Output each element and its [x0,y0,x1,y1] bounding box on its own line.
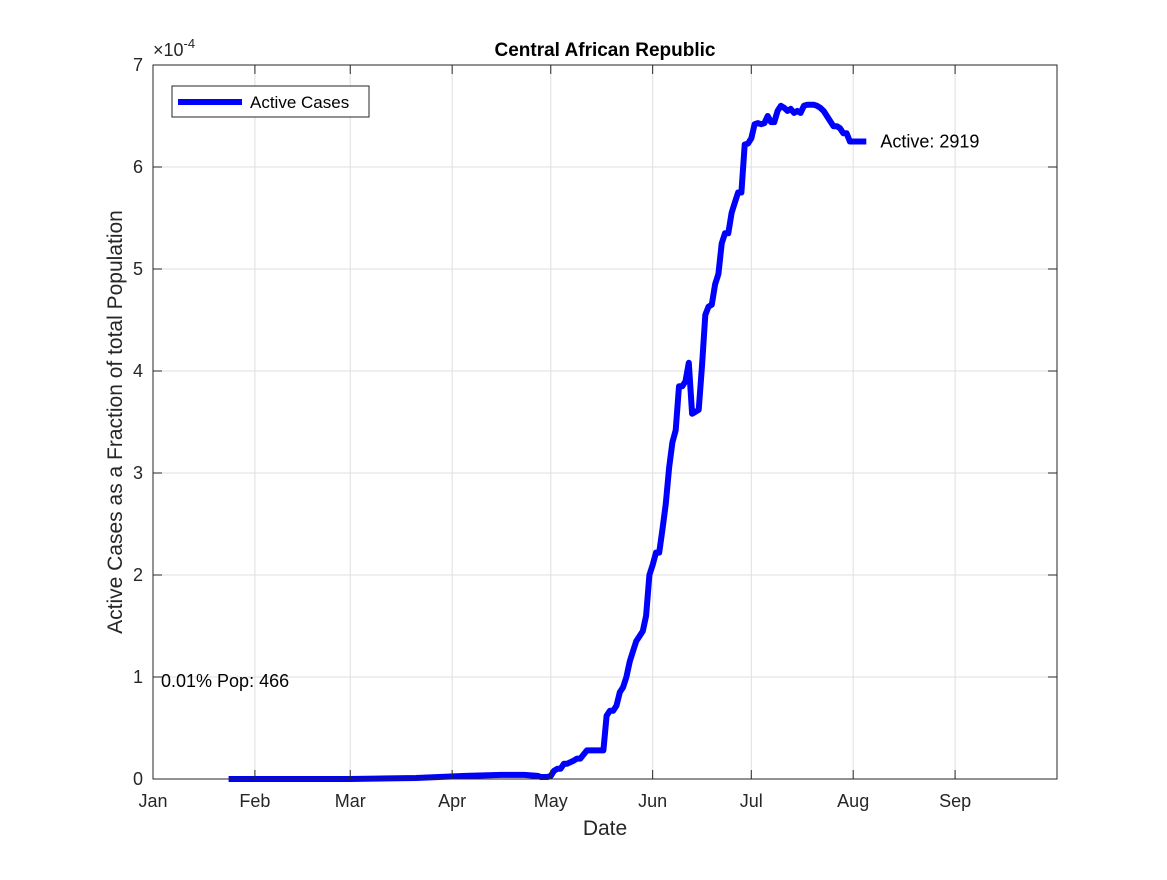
legend: Active Cases [171,85,370,118]
series-layer [228,101,867,782]
x-tick-label: Jun [638,791,667,811]
grid [152,64,1057,780]
x-tick-label: Feb [239,791,270,811]
x-tick-label: Jan [138,791,167,811]
y-axis-label: Active Cases as a Fraction of total Popu… [104,210,127,634]
x-tick-label: Jul [740,791,763,811]
y-tick-label: 5 [133,259,143,279]
x-tick-label: Apr [438,791,466,811]
legend-entry-active-cases: Active Cases [250,93,349,112]
x-axis-label: Date [583,817,627,840]
y-tick-label: 0 [133,769,143,789]
x-tick-label: May [534,791,568,811]
chart-title: Central African Republic [494,40,715,61]
y-tick-label: 3 [133,463,143,483]
x-tick-label: Aug [837,791,869,811]
y-tick-label: 6 [133,157,143,177]
y-tick-label: 7 [133,55,143,75]
y-tick-label: 4 [133,361,143,381]
y-exponent-base: ×10 [153,40,184,60]
x-tick-label: Mar [335,791,366,811]
y-tick-label: 1 [133,667,143,687]
series-line-active-cases [228,101,867,782]
x-tick-label: Sep [939,791,971,811]
annotation-active-count: Active: 2919 [880,132,979,152]
y-exponent-power: -4 [184,36,196,51]
ticks: 0 1 2 3 4 5 6 7 Jan Feb Mar Apr May Jun Jul Aug Sep [133,55,1057,811]
y-tick-label: 2 [133,565,143,585]
y-exponent-label: ×10-4 [153,36,195,60]
axes-box [152,64,1058,780]
annotation-population-threshold: 0.01% Pop: 466 [161,671,289,691]
